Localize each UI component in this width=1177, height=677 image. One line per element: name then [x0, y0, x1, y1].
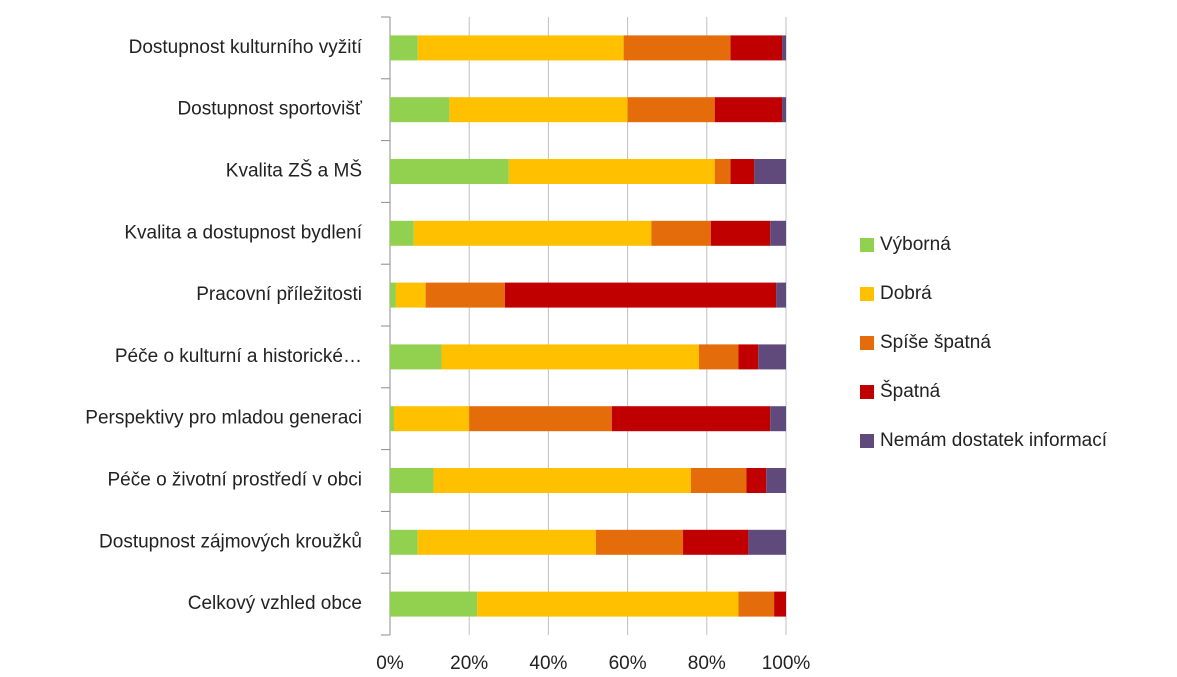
- y-tick-label: Dostupnost zájmových kroužků: [99, 531, 362, 552]
- bar-segment: [710, 220, 771, 246]
- bar-segment: [746, 468, 767, 493]
- bar-segment: [730, 159, 755, 184]
- legend-label: Špatná: [880, 380, 941, 402]
- bar-segment: [390, 220, 414, 246]
- bar-segment: [413, 220, 652, 246]
- bar-segment: [770, 406, 786, 432]
- bar-segment: [730, 35, 783, 61]
- bar-segment: [390, 97, 450, 123]
- y-tick-label: Péče o životní prostředí v obci: [107, 470, 362, 491]
- y-tick-label: Dostupnost sportovišť: [177, 99, 362, 120]
- bar-segment: [433, 468, 691, 493]
- x-tick-label: 100%: [762, 653, 811, 674]
- bar-segment: [714, 159, 731, 184]
- bar-segment: [390, 591, 478, 617]
- bar-segment: [390, 344, 442, 370]
- legend-label: Spíše špatná: [880, 332, 991, 353]
- legend-swatch: [860, 336, 874, 350]
- bar-segment: [477, 591, 739, 617]
- bar-segment: [441, 344, 699, 370]
- bar-segment: [683, 529, 749, 555]
- legend-swatch: [860, 238, 874, 252]
- bar-segment: [469, 406, 612, 432]
- bar-segment: [611, 406, 771, 432]
- legend-label: Výborná: [880, 234, 951, 255]
- bar-segment: [690, 468, 747, 493]
- bar-segment: [395, 282, 426, 308]
- bar-segment: [449, 97, 628, 123]
- bar-segment: [623, 35, 731, 61]
- bar-segment: [758, 344, 786, 370]
- x-tick-label: 60%: [609, 653, 647, 674]
- y-tick-label: Péče o kulturní a historické…: [115, 346, 362, 367]
- x-tick-label: 20%: [450, 653, 488, 674]
- x-tick-label: 40%: [529, 653, 567, 674]
- bar-segment: [390, 406, 394, 432]
- y-tick-label: Kvalita ZŠ a MŠ: [226, 160, 362, 182]
- legend-label: Dobrá: [880, 283, 932, 304]
- y-tick-label: Dostupnost kulturního vyžití: [129, 37, 363, 58]
- bar-segment: [627, 97, 715, 123]
- legend-label: Nemám dostatek informací: [880, 430, 1108, 451]
- bar-segment: [748, 529, 786, 555]
- y-tick-label: Perspektivy pro mladou generaci: [85, 408, 362, 429]
- bar-segment: [754, 159, 786, 184]
- bar-segment: [774, 591, 786, 617]
- bar-segment: [417, 529, 596, 555]
- bar-segment: [390, 282, 396, 308]
- bar-segment: [390, 35, 418, 61]
- x-tick-label: 0%: [376, 653, 404, 674]
- bar-segment: [508, 159, 715, 184]
- bar-segment: [390, 159, 509, 184]
- bar-segment: [738, 344, 759, 370]
- y-tick-label: Celkový vzhled obce: [188, 593, 362, 614]
- bar-segment: [504, 282, 777, 308]
- bar-segment: [417, 35, 624, 61]
- bar-segment: [651, 220, 711, 246]
- bar-segment: [390, 529, 418, 555]
- bar-segment: [698, 344, 739, 370]
- bar-segment: [390, 468, 434, 493]
- bar-segment: [714, 97, 783, 123]
- bar-segment: [782, 97, 786, 123]
- bar-segment: [595, 529, 684, 555]
- y-tick-label: Pracovní příležitosti: [196, 284, 362, 305]
- bar-segment: [425, 282, 505, 308]
- legend-swatch: [860, 385, 874, 399]
- y-tick-label: Kvalita a dostupnost bydlení: [124, 222, 362, 243]
- legend-swatch: [860, 434, 874, 448]
- bar-segment: [770, 220, 786, 246]
- bar-segment: [738, 591, 775, 617]
- bar-segment: [782, 35, 786, 61]
- bar-segment: [393, 406, 470, 432]
- x-tick-label: 80%: [688, 653, 726, 674]
- bar-segment: [776, 282, 786, 308]
- legend-swatch: [860, 287, 874, 301]
- bar-segment: [766, 468, 786, 493]
